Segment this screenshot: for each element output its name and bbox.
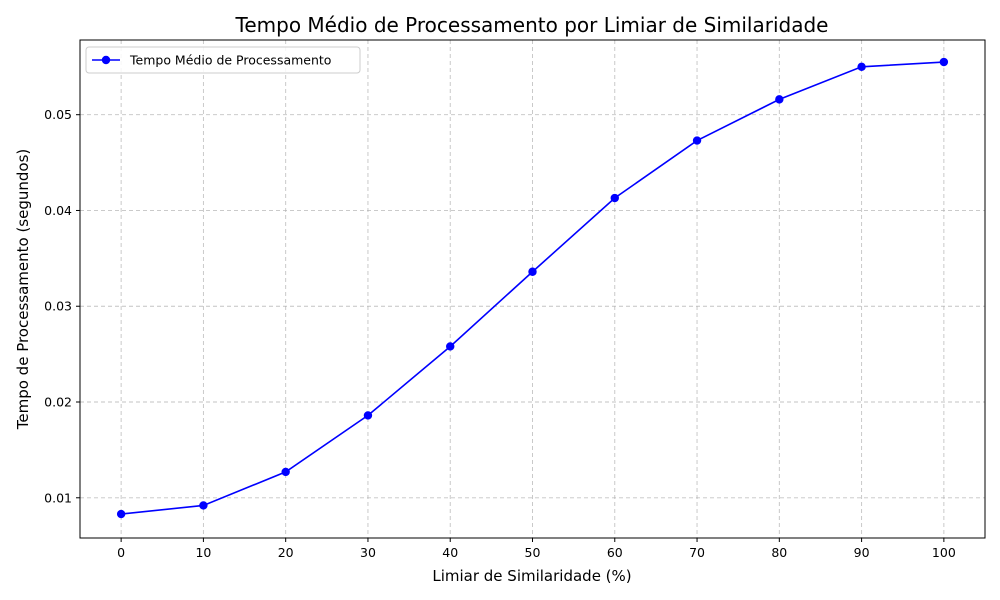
data-point xyxy=(199,501,208,510)
data-point xyxy=(692,136,702,145)
data-point xyxy=(610,193,619,203)
x-tick-label: 80 xyxy=(771,545,787,560)
data-point xyxy=(528,267,537,276)
legend-marker xyxy=(101,55,111,65)
legend: Tempo Médio de Processamento xyxy=(85,46,361,74)
y-tick-label: 0.04 xyxy=(44,203,72,218)
x-tick-label: 20 xyxy=(278,545,294,560)
chart-title: Tempo Médio de Processamento por Limiar … xyxy=(235,13,829,37)
series-layer xyxy=(116,57,949,519)
grid-lines xyxy=(80,40,985,538)
x-axis-label: Limiar de Similaridade (%) xyxy=(432,567,631,585)
data-point xyxy=(857,62,866,72)
y-axis-label: Tempo de Processamento (segundos) xyxy=(14,149,32,431)
data-point xyxy=(446,342,455,351)
x-tick-label: 100 xyxy=(932,545,956,560)
data-point xyxy=(281,467,290,477)
y-tick-label: 0.05 xyxy=(44,107,72,122)
x-tick-label: 50 xyxy=(525,545,541,560)
data-point xyxy=(775,95,784,104)
legend-box xyxy=(85,46,361,74)
data-point xyxy=(116,509,126,519)
x-tick-label: 70 xyxy=(689,545,705,560)
y-tick-label: 0.02 xyxy=(44,395,72,410)
x-axis: 0 10 20 30 40 50 60 70 80 90 100 xyxy=(117,538,956,560)
x-tick-label: 60 xyxy=(607,545,623,560)
y-tick-label: 0.01 xyxy=(44,490,72,505)
x-tick-label: 90 xyxy=(854,545,870,560)
y-axis: 0.01 0.02 0.03 0.04 0.05 xyxy=(44,107,80,505)
y-tick-label: 0.03 xyxy=(44,299,72,314)
x-tick-label: 30 xyxy=(360,545,376,560)
x-tick-label: 10 xyxy=(195,545,211,560)
x-tick-label: 0 xyxy=(117,545,125,560)
data-point xyxy=(363,411,373,420)
x-tick-label: 40 xyxy=(442,545,458,560)
legend-label: Tempo Médio de Processamento xyxy=(129,53,331,68)
data-point xyxy=(939,57,949,67)
